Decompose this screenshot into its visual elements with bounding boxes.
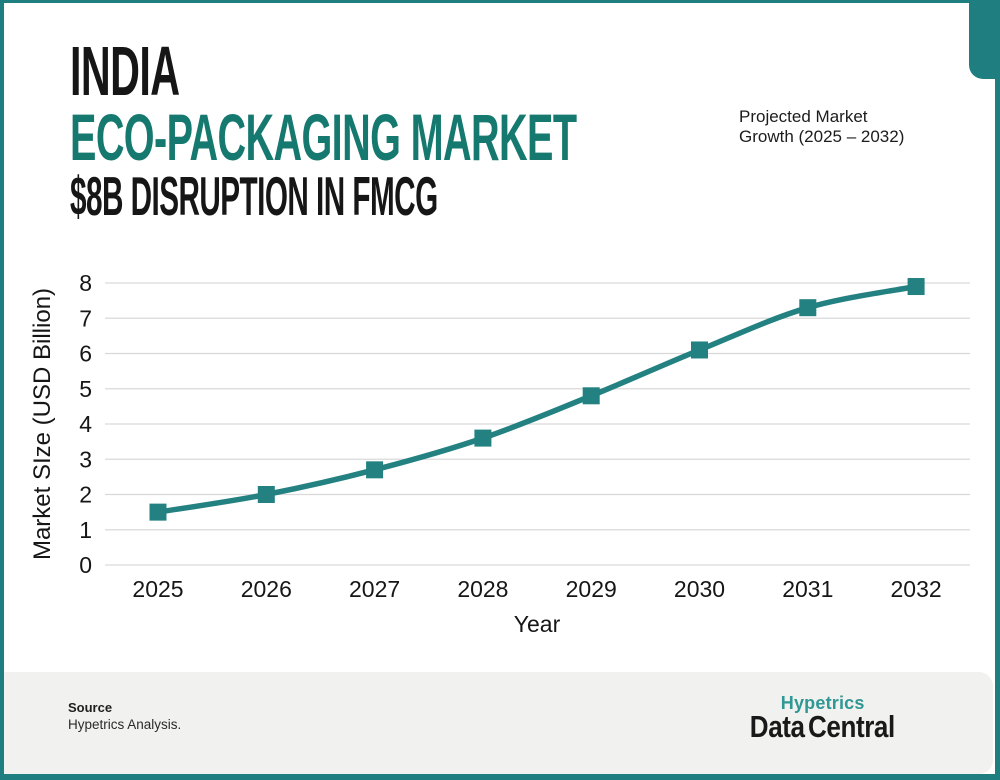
svg-text:0: 0 [79,552,92,578]
market-growth-chart: 0 1 2 3 4 5 6 7 8 2025 2026 2027 2028 2029 2030 2031 203… [29,270,970,637]
svg-text:6: 6 [79,341,92,367]
svg-text:2026: 2026 [241,576,292,602]
data-point-markers [149,278,925,521]
title-line-1: INDIA [70,32,180,110]
svg-text:2028: 2028 [457,576,508,602]
svg-text:2030: 2030 [674,576,725,602]
source-label: Source [68,700,113,715]
svg-text:8: 8 [79,270,92,296]
svg-text:2032: 2032 [891,576,942,602]
title-block: INDIA ECO-PACKAGING MARKET $8B DISRUPTIO… [70,32,914,227]
svg-text:7: 7 [79,305,92,331]
svg-text:5: 5 [79,376,92,402]
svg-text:4: 4 [79,411,92,437]
gridlines [105,282,970,566]
svg-text:2: 2 [79,482,92,508]
source-text: Hypetrics Analysis. [68,717,182,732]
corner-tab-decoration [969,3,995,79]
annotation-line-2: Growth (2025 – 2032) [739,127,905,146]
svg-text:3: 3 [79,446,92,472]
y-tick-labels: 0 1 2 3 4 5 6 7 8 [79,270,92,578]
source-block: Source Hypetrics Analysis. [68,700,181,733]
chart-annotation: Projected Market Growth (2025 – 2032) [739,107,904,147]
svg-text:2025: 2025 [132,576,183,602]
footer-band: Source Hypetrics Analysis. Hypetrics Dat… [4,672,993,774]
brand-logo-name: Hypetrics [780,693,865,713]
svg-text:2029: 2029 [566,576,617,602]
trend-line [155,283,919,515]
svg-text:1: 1 [79,517,92,543]
svg-text:2031: 2031 [782,576,833,602]
x-tick-labels: 2025 2026 2027 2028 2029 2030 2031 2032 [132,576,941,602]
y-axis-label: Market SIze (USD Billion) [29,288,56,560]
annotation-line-1: Projected Market [739,107,868,126]
x-axis-label: Year [514,611,561,637]
brand-logo-wordmark: Data Central [750,709,896,744]
brand-logo: Hypetrics Data Central [736,693,909,744]
title-line-3: $8B DISRUPTION IN FMCG [70,165,438,227]
title-line-2: ECO-PACKAGING MARKET [70,100,577,174]
svg-text:2027: 2027 [349,576,400,602]
